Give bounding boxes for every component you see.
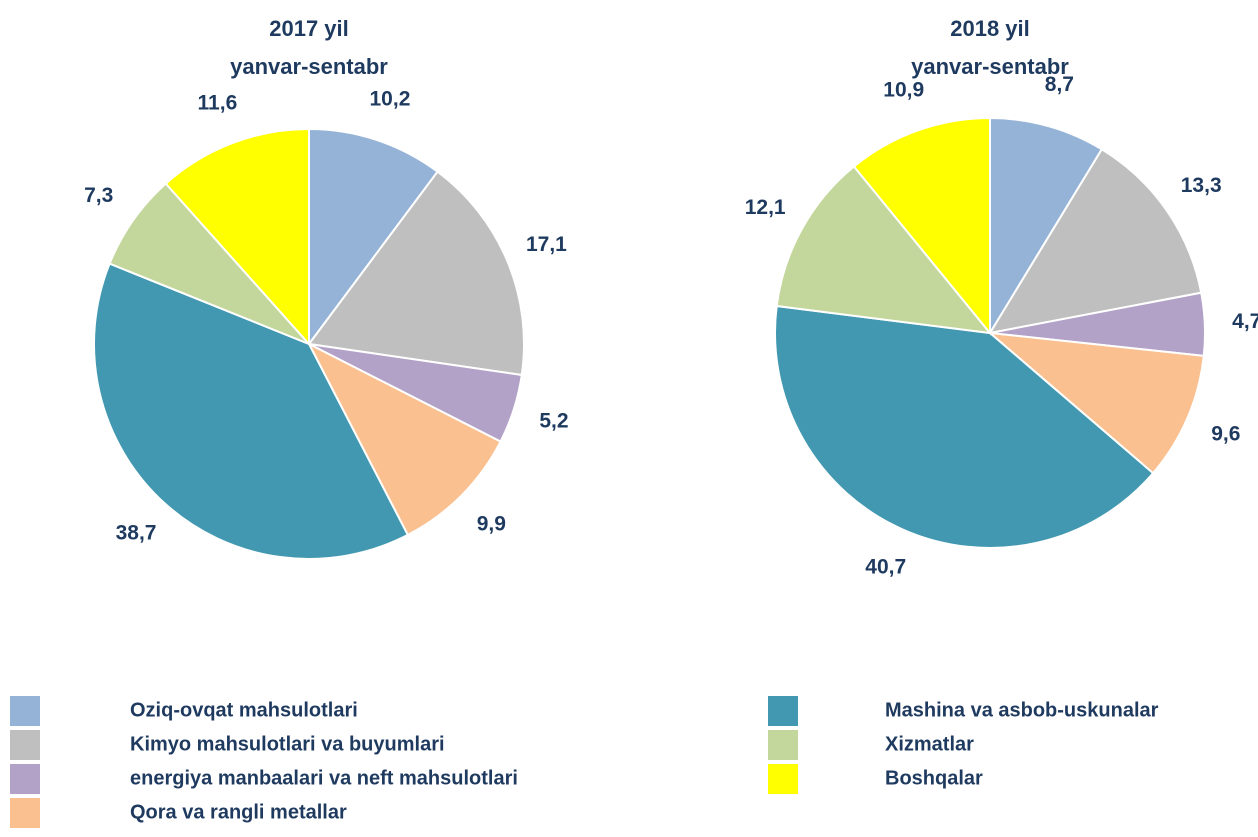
value-label: 5,2 (539, 409, 568, 432)
pie-slice (307, 170, 525, 377)
legend-swatch (768, 764, 798, 794)
value-label: 13,3 (1181, 174, 1222, 197)
legend-label: Kimyo mahsulotlari va buyumlari (130, 733, 445, 755)
chart-title: 2018 yil (950, 16, 1030, 41)
chart-subtitle: yanvar-sentabr (230, 54, 388, 79)
pie-slice (306, 341, 502, 537)
chart-title: 2017 yil (269, 16, 349, 41)
value-label: 38,7 (116, 522, 157, 545)
legend-label: Xizmatlar (885, 733, 974, 755)
legend-swatch (10, 730, 40, 760)
legend-swatch (10, 696, 40, 726)
pie-slice (852, 116, 991, 336)
legend-label: Qora va rangli metallar (130, 801, 347, 823)
value-label: 17,1 (526, 233, 567, 256)
value-label: 9,9 (477, 513, 506, 536)
legend-label: Oziq-ovqat mahsulotlari (130, 699, 358, 721)
pie-slice (986, 331, 1205, 475)
legend-swatch (768, 730, 798, 760)
value-label: 7,3 (84, 184, 113, 207)
value-label: 10,9 (883, 78, 924, 101)
value-label: 10,2 (370, 88, 411, 111)
pie-slice (987, 147, 1203, 335)
value-label: 9,6 (1211, 423, 1240, 446)
pie-slice (93, 262, 410, 560)
legend-swatch (768, 696, 798, 726)
legend-label: Mashina va asbob-uskunalar (885, 699, 1159, 721)
pie-slice (164, 127, 310, 347)
legend-swatch (10, 798, 40, 828)
pie-slice (308, 127, 439, 348)
pie-slice (108, 182, 310, 345)
value-label: 12,1 (745, 196, 786, 219)
pie-slice (774, 304, 1155, 549)
chart-subtitle: yanvar-sentabr (911, 54, 1069, 79)
pie-slice (989, 116, 1104, 337)
legend-label: Boshqalar (885, 767, 983, 789)
value-label: 40,7 (865, 555, 906, 578)
legend-label: energiya manbaalari va neft mahsulotlari (130, 767, 518, 789)
value-label: 11,6 (198, 91, 238, 114)
value-label: 8,7 (1045, 73, 1074, 96)
pie-slice (775, 165, 993, 335)
value-label: 4,7 (1232, 310, 1258, 333)
legend-swatch (10, 764, 40, 794)
